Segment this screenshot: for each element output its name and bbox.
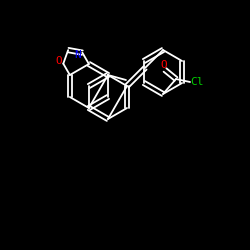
Text: Cl: Cl [190, 77, 204, 87]
Text: O: O [160, 60, 168, 70]
Text: O: O [55, 56, 62, 66]
Text: N: N [74, 50, 81, 60]
